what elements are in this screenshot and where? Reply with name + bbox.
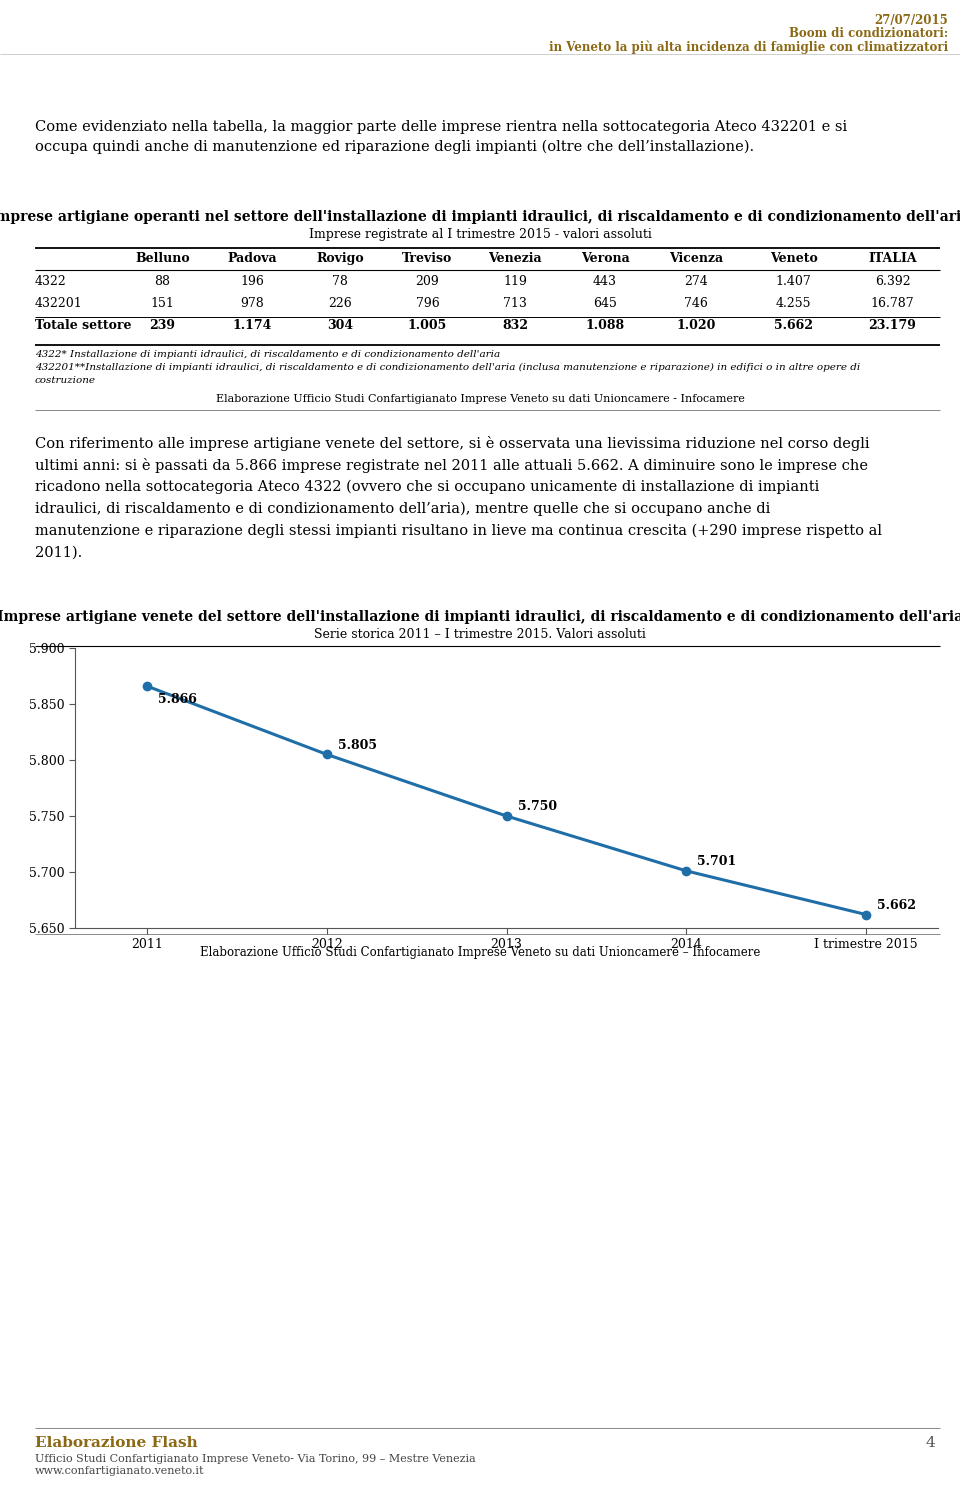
Text: 4322* Installazione di impianti idraulici, di riscaldamento e di condizionamento: 4322* Installazione di impianti idraulic… <box>35 350 500 359</box>
Text: www.confartigianato.veneto.it: www.confartigianato.veneto.it <box>35 1466 204 1476</box>
Text: 5.750: 5.750 <box>517 801 557 814</box>
Text: 5.701: 5.701 <box>697 856 736 868</box>
Text: 16.787: 16.787 <box>871 297 914 310</box>
Text: 5.662: 5.662 <box>877 899 916 912</box>
Text: 4: 4 <box>925 1436 935 1451</box>
Text: ricadono nella sottocategoria Ateco 4322 (ovvero che si occupano unicamente di i: ricadono nella sottocategoria Ateco 4322… <box>35 480 820 495</box>
Text: 6.392: 6.392 <box>875 274 910 288</box>
Text: 239: 239 <box>150 319 176 332</box>
Text: Elaborazione Flash: Elaborazione Flash <box>35 1436 198 1451</box>
Text: Con riferimento alle imprese artigiane venete del settore, si è osservata una li: Con riferimento alle imprese artigiane v… <box>35 435 870 450</box>
Text: manutenzione e riparazione degli stessi impianti risultano in lieve ma continua : manutenzione e riparazione degli stessi … <box>35 523 882 538</box>
Text: 1.174: 1.174 <box>233 319 273 332</box>
Text: Serie storica 2011 – I trimestre 2015. Valori assoluti: Serie storica 2011 – I trimestre 2015. V… <box>314 628 646 641</box>
Text: Imprese artigiane operanti nel settore dell'installazione di impianti idraulici,: Imprese artigiane operanti nel settore d… <box>0 210 960 224</box>
Text: Imprese artigiane venete del settore dell'installazione di impianti idraulici, d: Imprese artigiane venete del settore del… <box>0 610 960 625</box>
Text: occupa quindi anche di manutenzione ed riparazione degli impianti (oltre che del: occupa quindi anche di manutenzione ed r… <box>35 140 755 155</box>
Text: Elaborazione Ufficio Studi Confartigianato Imprese Veneto su dati Unioncamere - : Elaborazione Ufficio Studi Confartigiana… <box>216 394 744 404</box>
Text: ITALIA: ITALIA <box>868 252 917 265</box>
Text: 1.407: 1.407 <box>776 274 811 288</box>
Text: Veneto: Veneto <box>770 252 817 265</box>
Text: 209: 209 <box>416 274 440 288</box>
Text: 5.805: 5.805 <box>338 740 377 751</box>
Text: 88: 88 <box>155 274 171 288</box>
Text: Belluno: Belluno <box>135 252 190 265</box>
Text: Padova: Padova <box>228 252 277 265</box>
Text: costruzione: costruzione <box>35 376 96 385</box>
Text: idraulici, di riscaldamento e di condizionamento dell’aria), mentre quelle che s: idraulici, di riscaldamento e di condizi… <box>35 502 770 516</box>
Text: 119: 119 <box>503 274 527 288</box>
Text: 832: 832 <box>502 319 528 332</box>
Text: 5.866: 5.866 <box>158 693 197 705</box>
Text: Venezia: Venezia <box>489 252 541 265</box>
Text: Vicenza: Vicenza <box>669 252 723 265</box>
Text: 645: 645 <box>593 297 617 310</box>
Text: 432201: 432201 <box>35 297 83 310</box>
Text: Totale settore: Totale settore <box>35 319 132 332</box>
Text: 746: 746 <box>684 297 708 310</box>
Text: Ufficio Studi Confartigianato Imprese Veneto- Via Torino, 99 – Mestre Venezia: Ufficio Studi Confartigianato Imprese Ve… <box>35 1454 476 1464</box>
Text: Verona: Verona <box>581 252 630 265</box>
Text: 5.662: 5.662 <box>774 319 813 332</box>
Text: Elaborazione Ufficio Studi Confartigianato Imprese Veneto su dati Unioncamere – : Elaborazione Ufficio Studi Confartigiana… <box>200 945 760 959</box>
Text: Treviso: Treviso <box>402 252 452 265</box>
Text: 151: 151 <box>151 297 175 310</box>
Text: 796: 796 <box>416 297 440 310</box>
Text: 4322: 4322 <box>35 274 67 288</box>
Text: 274: 274 <box>684 274 708 288</box>
Text: 443: 443 <box>593 274 617 288</box>
Text: Come evidenziato nella tabella, la maggior parte delle imprese rientra nella sot: Come evidenziato nella tabella, la maggi… <box>35 119 848 134</box>
Text: 4.255: 4.255 <box>776 297 811 310</box>
Text: 2011).: 2011). <box>35 546 83 561</box>
Text: 978: 978 <box>241 297 264 310</box>
Text: 226: 226 <box>328 297 352 310</box>
Text: 1.088: 1.088 <box>586 319 625 332</box>
Text: 1.020: 1.020 <box>676 319 716 332</box>
Text: 78: 78 <box>332 274 348 288</box>
Text: 304: 304 <box>327 319 353 332</box>
Text: in Veneto la più alta incidenza di famiglie con climatizzatori: in Veneto la più alta incidenza di famig… <box>549 40 948 54</box>
Text: 23.179: 23.179 <box>869 319 917 332</box>
Text: 713: 713 <box>503 297 527 310</box>
Text: Rovigo: Rovigo <box>316 252 364 265</box>
Text: ultimi anni: si è passati da 5.866 imprese registrate nel 2011 alle attuali 5.66: ultimi anni: si è passati da 5.866 impre… <box>35 458 868 473</box>
Text: 432201**Installazione di impianti idraulici, di riscaldamento e di condizionamen: 432201**Installazione di impianti idraul… <box>35 362 860 373</box>
Text: 196: 196 <box>241 274 264 288</box>
Text: Imprese registrate al I trimestre 2015 - valori assoluti: Imprese registrate al I trimestre 2015 -… <box>308 228 652 242</box>
Text: 1.005: 1.005 <box>408 319 447 332</box>
Text: 27/07/2015: 27/07/2015 <box>875 13 948 27</box>
Text: Boom di condizionatori:: Boom di condizionatori: <box>789 27 948 40</box>
